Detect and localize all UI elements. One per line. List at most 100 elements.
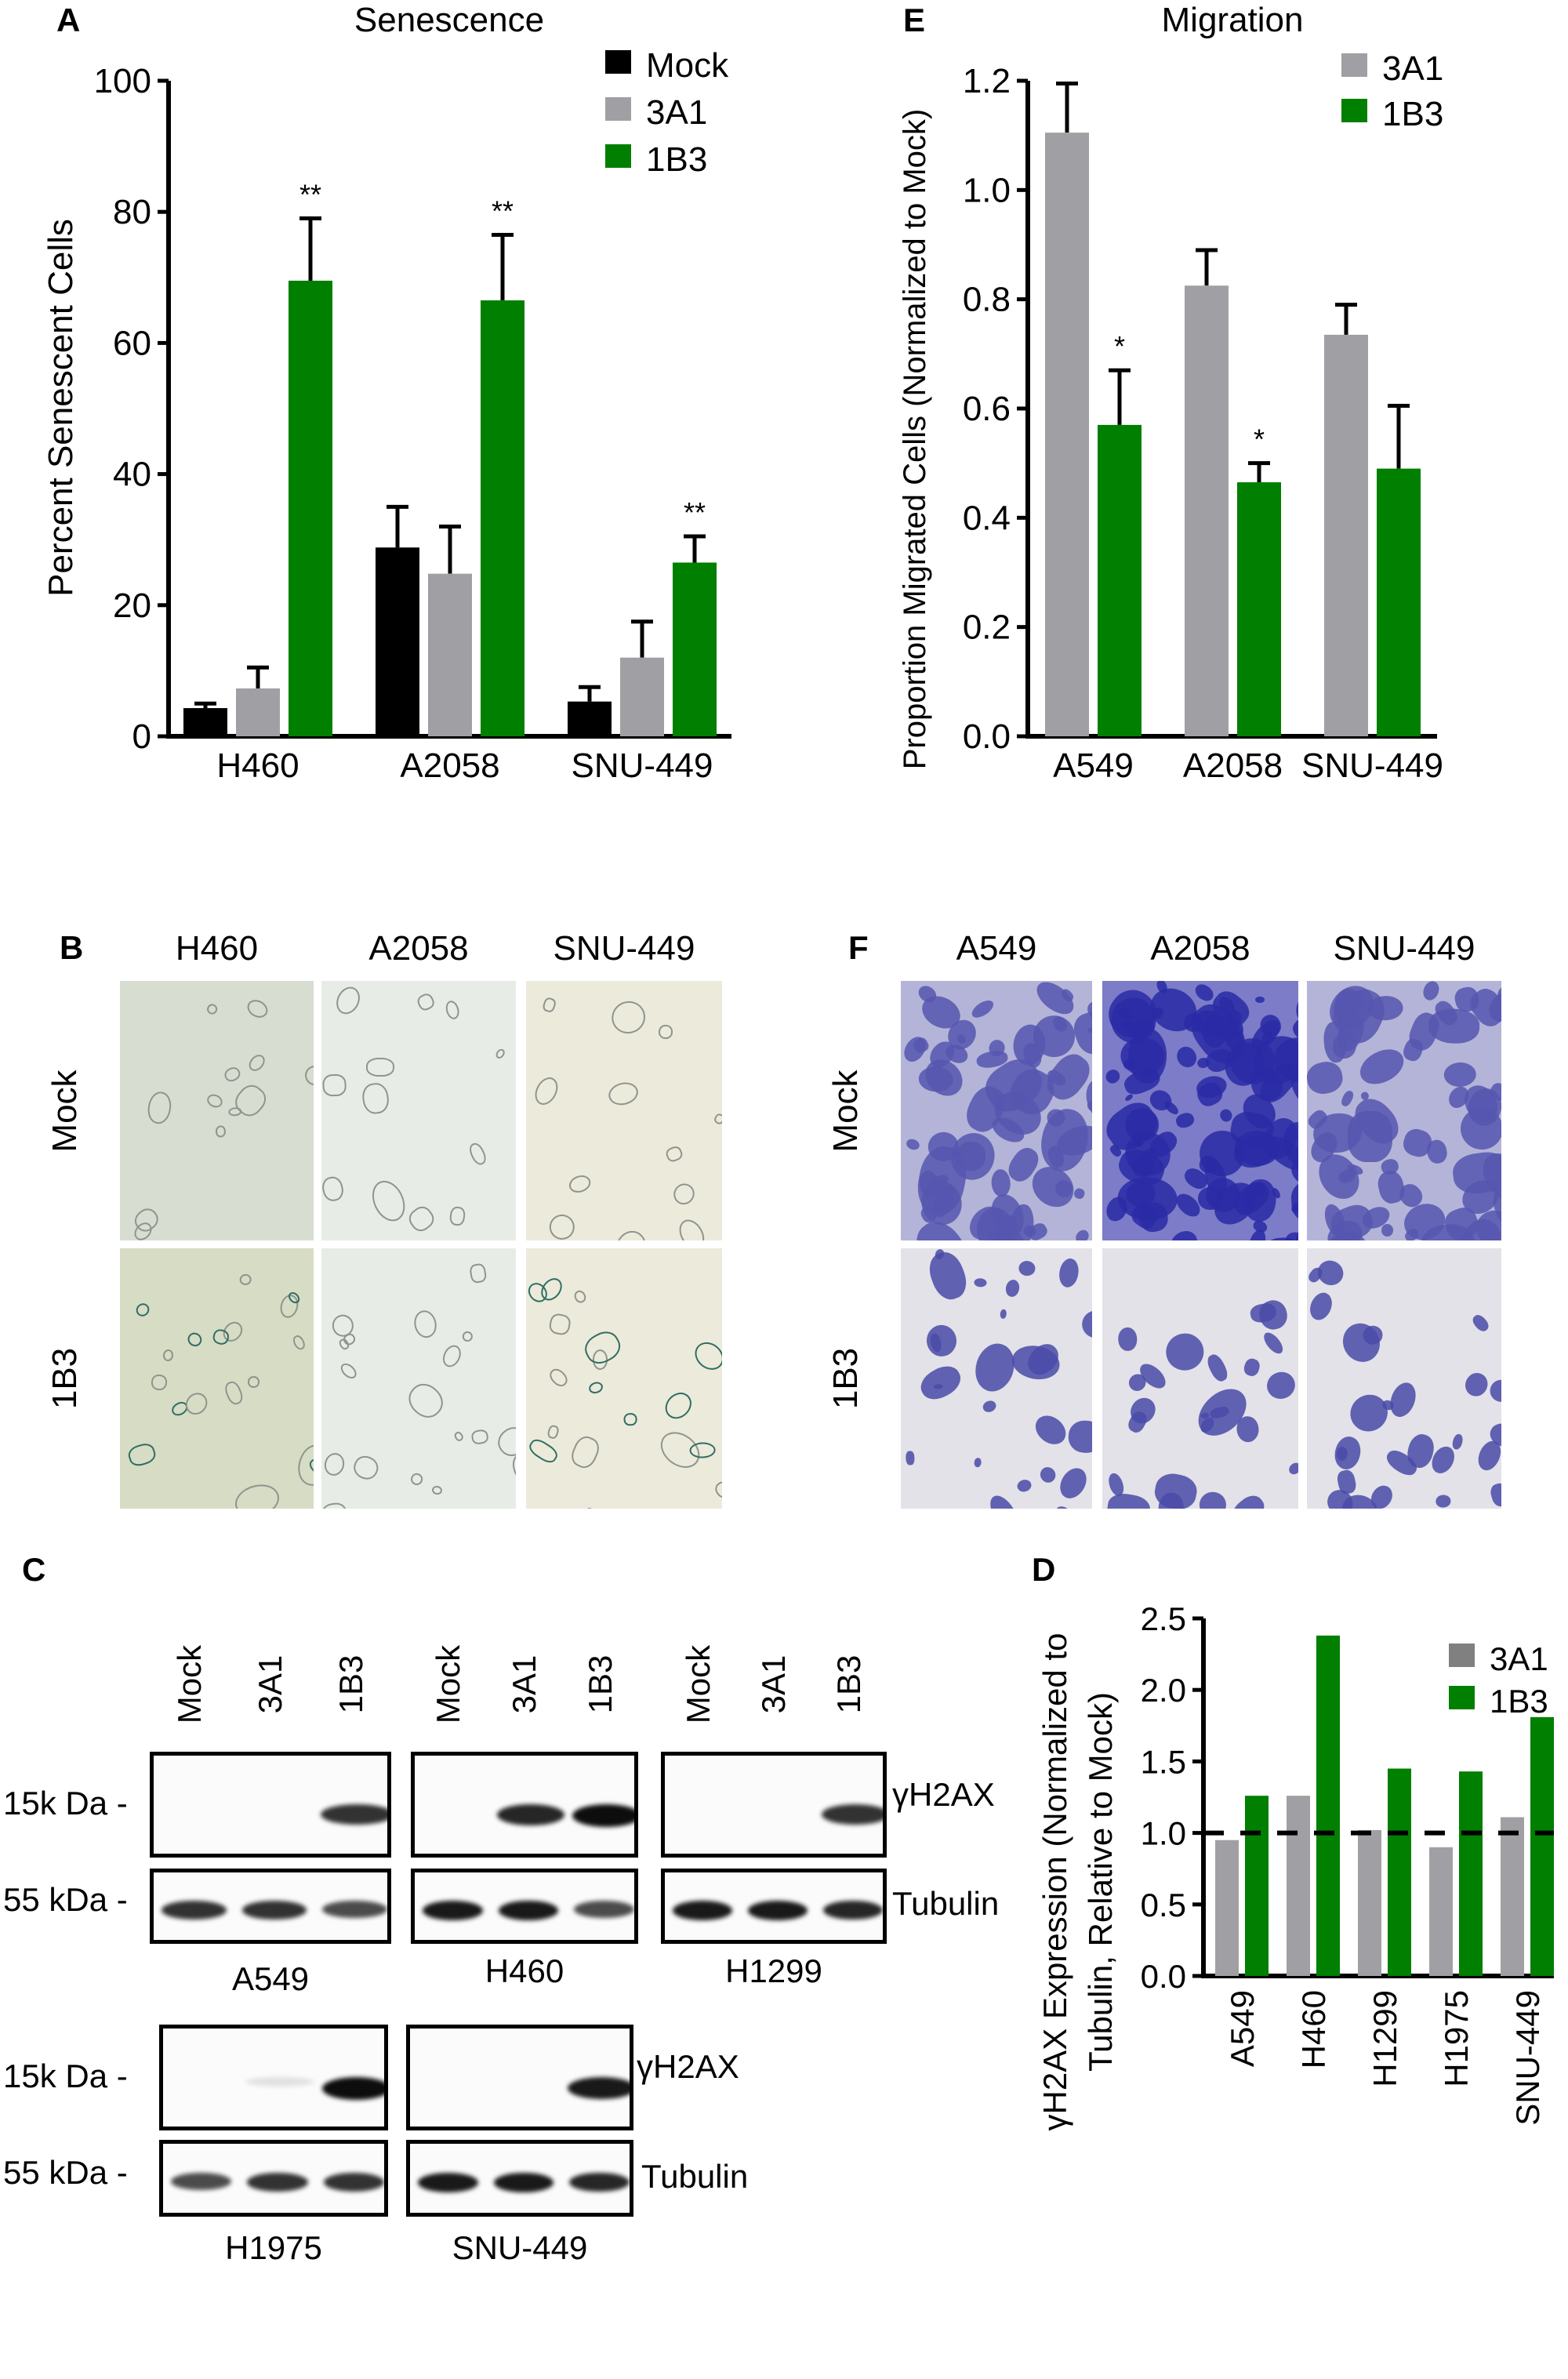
- chart-e-y-tick-label: 0.0: [963, 717, 1011, 756]
- cell-shape: [125, 1441, 158, 1469]
- gamma-h2ax-blot: [159, 2025, 388, 2130]
- tubulin-blot: [159, 2140, 388, 2217]
- band: [569, 2173, 630, 2192]
- chart-d-bar-1b3: [1245, 1796, 1269, 1976]
- chart-a-bar-3a1: [236, 688, 280, 736]
- band: [321, 2076, 384, 2100]
- chart-d-legend-swatch: [1449, 1686, 1475, 1709]
- chart-a-legend-label: Mock: [646, 46, 729, 85]
- cell-shape: [1162, 1099, 1181, 1117]
- chart-a-bar-3a1: [428, 573, 472, 736]
- cell-shape: [466, 1140, 489, 1167]
- chart-e-legend-label: 3A1: [1382, 49, 1443, 88]
- cell-shape: [1054, 1463, 1091, 1503]
- chart-d-y-tick-label: 2.5: [1141, 1600, 1186, 1637]
- cell-line-label: H460: [485, 1952, 564, 1989]
- cell-shape: [1103, 1066, 1123, 1086]
- protein-label-tubulin: Tubulin: [892, 1885, 1000, 1922]
- chart-d-legend-label: 3A1: [1490, 1640, 1548, 1677]
- cell-shape: [712, 1112, 722, 1126]
- cell-shape: [673, 1215, 710, 1240]
- cell-shape: [1451, 1433, 1465, 1451]
- cell-shape: [412, 1309, 440, 1341]
- panel-b-micrograph: [321, 1248, 516, 1509]
- chart-d-y-axis-label: γH2AX Expression (Normalized to: [1036, 1633, 1073, 2131]
- cell-shape: [1117, 1327, 1138, 1353]
- band: [748, 1901, 808, 1920]
- chart-a-bar-1b3: [481, 300, 524, 736]
- band: [321, 1803, 387, 1825]
- cell-shape: [1500, 1037, 1501, 1062]
- cell-shape: [332, 982, 365, 1019]
- cell-shape: [1290, 1177, 1298, 1225]
- cell-shape: [1162, 1329, 1208, 1375]
- cell-shape: [415, 991, 437, 1013]
- tubulin-blot: [411, 1869, 638, 1944]
- panel-b-micrograph: [120, 981, 314, 1240]
- cell-shape: [1421, 981, 1442, 1003]
- cell-shape: [408, 1471, 426, 1488]
- lane-label: 1B3: [830, 1654, 867, 1714]
- band: [496, 1803, 565, 1825]
- band: [823, 1901, 883, 1920]
- band: [323, 2173, 384, 2192]
- chart-a-y-tick-label: 0: [132, 717, 151, 756]
- chart-a-bar-mock: [183, 708, 227, 736]
- panel-f-micrograph: [901, 981, 1092, 1240]
- cell-shape: [981, 1398, 998, 1414]
- cell-shape: [530, 1073, 562, 1109]
- cell-shape: [689, 1336, 722, 1375]
- panel-f-column-header: A549: [956, 929, 1037, 968]
- cell-shape: [492, 1422, 516, 1462]
- chart-e-legend-label: 1B3: [1382, 95, 1443, 133]
- panel-b-micrograph: [526, 981, 722, 1240]
- chart-a-legend-label: 1B3: [646, 140, 707, 179]
- panel-label-f: F: [848, 929, 869, 966]
- cell-shape: [1488, 1481, 1501, 1509]
- cell-shape: [185, 1329, 205, 1349]
- marker-label-15kda: 15k Da -: [3, 1785, 128, 1821]
- band: [493, 2173, 554, 2192]
- cell-shape: [1152, 1470, 1200, 1509]
- chart-a-y-tick-label: 60: [113, 324, 151, 362]
- panel-b-column-header: A2058: [368, 929, 469, 968]
- cell-shape: [970, 1338, 1020, 1397]
- band: [162, 1901, 227, 1920]
- cell-shape: [321, 1501, 348, 1509]
- chart-a-title: Senescence: [354, 1, 544, 39]
- lane-label: 3A1: [506, 1654, 543, 1714]
- chart-a-x-tick-label: SNU-449: [572, 746, 713, 785]
- cell-shape: [216, 1125, 227, 1138]
- cell-line-label: H1975: [225, 2229, 322, 2266]
- panel-f-column-header: SNU-449: [1333, 929, 1475, 968]
- cell-shape: [974, 1278, 988, 1288]
- gamma-h2ax-blot: [661, 1752, 887, 1858]
- cell-shape: [1470, 1313, 1492, 1335]
- cell-shape: [1174, 1111, 1196, 1130]
- marker-label-15kda: 15k Da -: [3, 2058, 128, 2094]
- cell-shape: [974, 1457, 982, 1469]
- cell-shape: [712, 1478, 722, 1501]
- chart-d-y-tick-label: 1.0: [1141, 1815, 1186, 1852]
- chart-e-x-tick-label: SNU-449: [1301, 746, 1443, 785]
- chart-d-bar-3a1: [1215, 1840, 1239, 1976]
- panel-f-micrograph: [901, 1248, 1092, 1509]
- marker-label-55kda: 55 kDa -: [3, 1881, 128, 1918]
- cell-shape: [984, 1491, 1023, 1509]
- gamma-h2ax-blot: [406, 2025, 633, 2130]
- cell-shape: [1057, 1256, 1081, 1288]
- band: [673, 1901, 732, 1920]
- chart-e-y-tick-label: 1.2: [963, 62, 1011, 100]
- cell-shape: [1037, 1463, 1059, 1486]
- chart-e-y-tick-label: 1.0: [963, 171, 1011, 209]
- cell-shape: [545, 1209, 579, 1240]
- cell-shape: [151, 1374, 168, 1391]
- cell-shape: [239, 1273, 252, 1286]
- chart-d-legend-swatch: [1449, 1644, 1475, 1667]
- cell-shape: [292, 1334, 308, 1353]
- cell-shape: [1204, 1352, 1231, 1384]
- cell-shape: [1081, 1309, 1092, 1338]
- band: [171, 2173, 232, 2191]
- chart-e-x-tick-label: A2058: [1183, 746, 1283, 785]
